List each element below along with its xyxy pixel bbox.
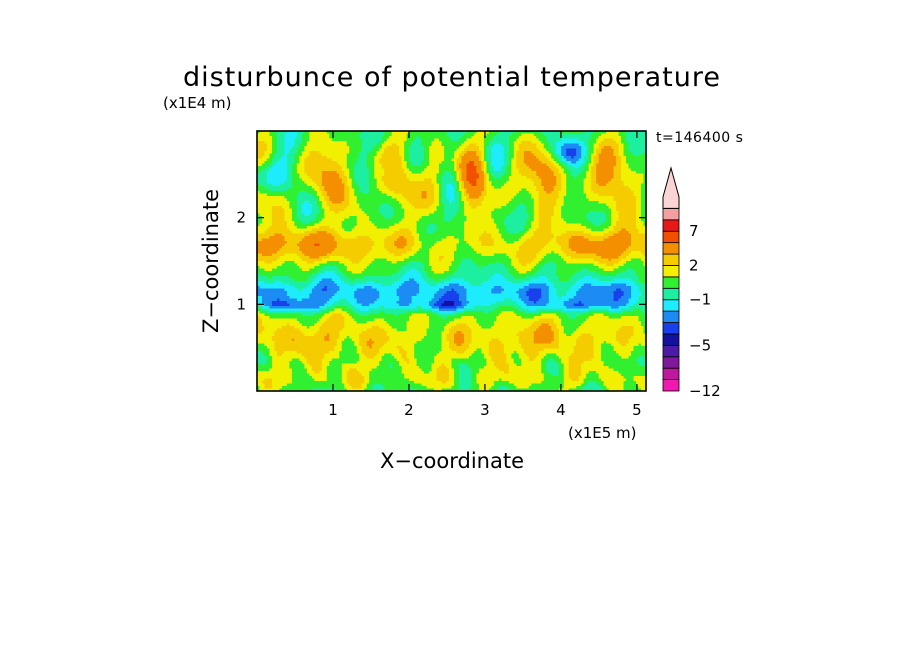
colorbar-tick-label: 7 xyxy=(689,222,699,240)
colorbar-swatch xyxy=(662,208,680,221)
y-tick-label: 1 xyxy=(236,295,246,313)
colorbar-swatch xyxy=(662,219,680,232)
colorbar-swatch xyxy=(662,356,680,369)
colorbar-swatch xyxy=(662,344,680,358)
colorbar-swatch xyxy=(662,276,680,289)
plot-frame xyxy=(256,130,647,392)
x-tick-label: 3 xyxy=(480,401,490,419)
colorbar-swatch xyxy=(662,367,680,380)
colorbar-swatch xyxy=(662,379,680,392)
y-units-label: (x1E4 m) xyxy=(163,94,232,112)
y-axis-label: Z−coordinate xyxy=(199,189,223,333)
colorbar-swatch xyxy=(662,253,680,266)
colorbar-swatch xyxy=(662,265,680,278)
colorbar-swatch xyxy=(662,299,680,312)
contour-field xyxy=(257,131,646,391)
y-tick-label: 2 xyxy=(236,209,246,227)
colorbar-swatch xyxy=(662,322,680,335)
x-tick-label: 5 xyxy=(632,401,642,419)
x-axis-label: X−coordinate xyxy=(380,449,524,473)
colorbar-tick-label: −5 xyxy=(689,336,711,354)
colorbar-swatch xyxy=(662,310,680,323)
colorbar: −12−5−127 xyxy=(662,166,721,400)
colorbar-swatch xyxy=(662,166,680,209)
x-tick-label: 2 xyxy=(404,401,414,419)
time-label: t=146400 s xyxy=(656,130,743,146)
colorbar-tick-label: −12 xyxy=(689,382,721,400)
colorbar-swatch xyxy=(662,230,680,244)
x-tick-label: 4 xyxy=(556,401,566,419)
colorbar-swatch xyxy=(662,287,680,301)
colorbar-tick-label: −1 xyxy=(689,291,711,309)
colorbar-swatch xyxy=(662,242,680,255)
colorbar-swatch xyxy=(662,333,680,346)
colorbar-tick-label: 2 xyxy=(689,256,699,274)
x-tick-label: 1 xyxy=(328,401,338,419)
chart-title: disturbunce of potential temperature xyxy=(183,62,721,93)
axis-ticks: 1 2 3 4 5 1 2 xyxy=(236,131,646,419)
x-units-label: (x1E5 m) xyxy=(568,424,637,442)
